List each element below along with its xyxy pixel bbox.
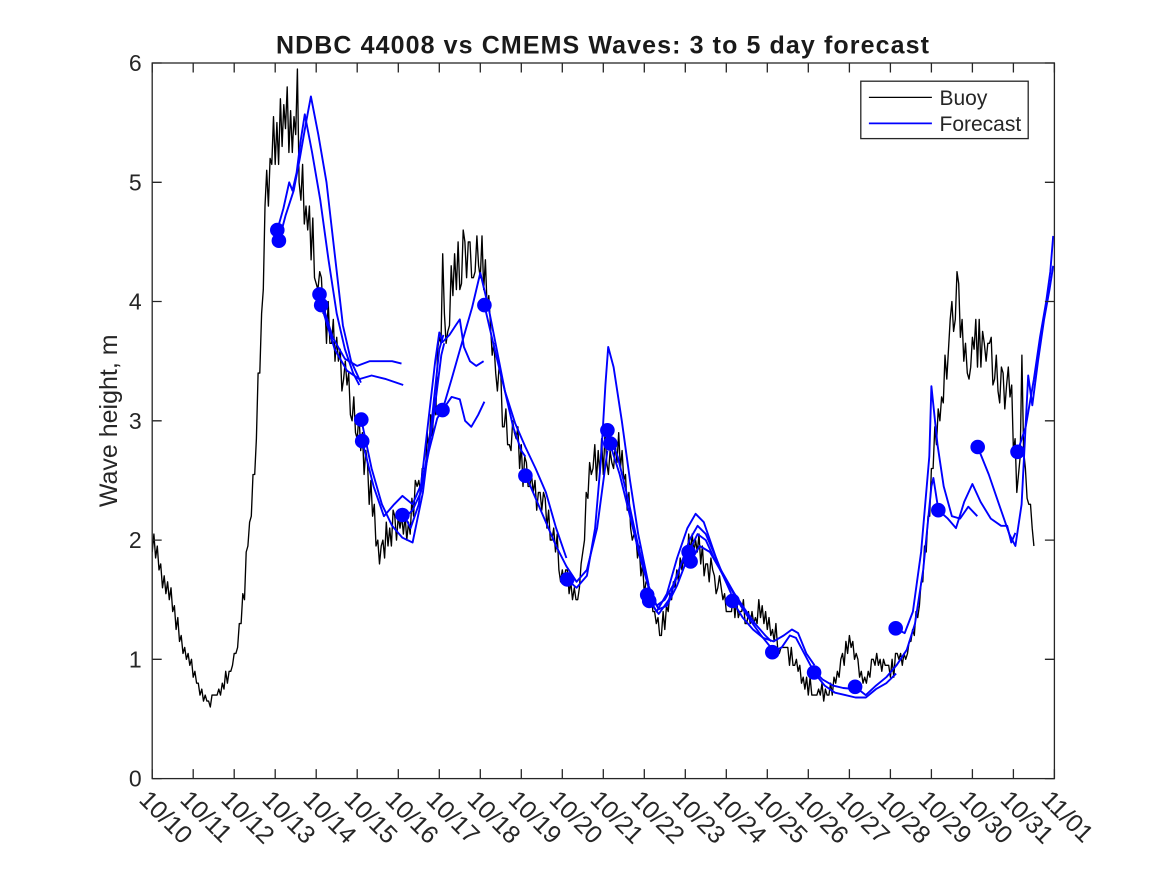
svg-text:2: 2 — [129, 527, 142, 553]
svg-text:Wave height, m: Wave height, m — [95, 334, 123, 507]
svg-text:NDBC 44008 vs CMEMS Waves: 3 t: NDBC 44008 vs CMEMS Waves: 3 to 5 day fo… — [276, 32, 930, 60]
svg-text:0: 0 — [129, 766, 142, 792]
svg-text:Buoy: Buoy — [940, 87, 988, 110]
svg-text:Forecast: Forecast — [940, 113, 1022, 136]
svg-text:4: 4 — [129, 289, 142, 315]
svg-text:6: 6 — [129, 50, 142, 76]
svg-text:5: 5 — [129, 169, 142, 195]
svg-text:3: 3 — [129, 408, 142, 434]
svg-text:1: 1 — [129, 646, 142, 672]
